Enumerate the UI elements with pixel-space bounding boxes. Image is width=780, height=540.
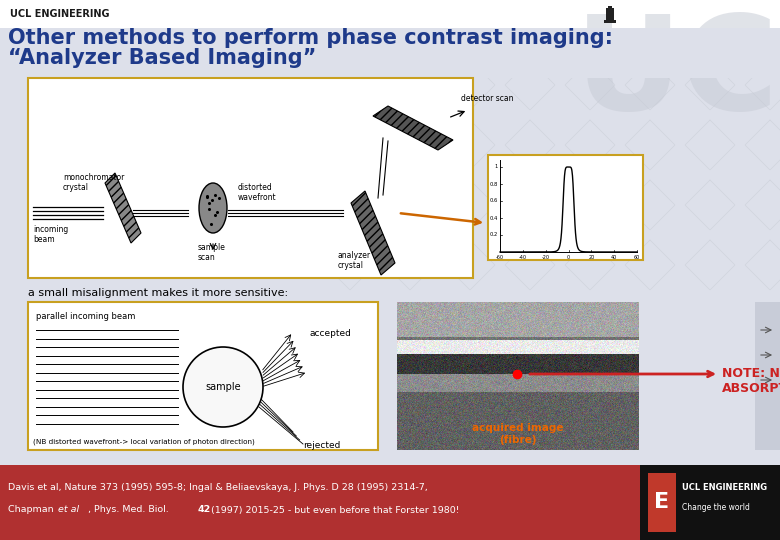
Text: 0: 0 (567, 255, 570, 260)
Bar (28, 78, 473, 278)
Bar (606, 8, 614, 20)
Text: -20: -20 (541, 255, 550, 260)
Text: 20: 20 (588, 255, 594, 260)
Bar (0, 0, 780, 28)
Text: E: E (654, 492, 669, 512)
Text: 0.2: 0.2 (490, 233, 498, 238)
Bar (608, 6, 612, 9)
Text: Other methods to perform phase contrast imaging:: Other methods to perform phase contrast … (8, 28, 613, 48)
Text: analyzer
crystal: analyzer crystal (338, 251, 371, 271)
Text: NOTE: NO
ABSORPTION: NOTE: NO ABSORPTION (722, 367, 780, 395)
Text: sample
scan: sample scan (198, 243, 226, 262)
Text: -60: -60 (496, 255, 504, 260)
Ellipse shape (199, 183, 227, 233)
Bar (755, 302, 780, 450)
Text: a small misalignment makes it more sensitive:: a small misalignment makes it more sensi… (28, 288, 288, 298)
Text: 0.8: 0.8 (490, 181, 498, 186)
Polygon shape (105, 173, 141, 243)
Text: 40: 40 (611, 255, 617, 260)
Text: detector scan: detector scan (461, 94, 513, 103)
Circle shape (183, 347, 263, 427)
Polygon shape (351, 191, 395, 275)
Text: 0.4: 0.4 (490, 215, 498, 220)
Text: distorted
wavefront: distorted wavefront (238, 183, 277, 202)
Text: UCL ENGINEERING: UCL ENGINEERING (10, 9, 109, 19)
Text: et al: et al (58, 505, 79, 515)
Text: 60: 60 (634, 255, 640, 260)
Bar (640, 465, 780, 540)
Text: rejected: rejected (303, 441, 340, 449)
Polygon shape (373, 106, 453, 150)
Text: ⚪: ⚪ (608, 19, 614, 25)
Text: Davis et al, Nature 373 (1995) 595-8; Ingal & Beliaevskaya, J. Phys. D 28 (1995): Davis et al, Nature 373 (1995) 595-8; In… (8, 483, 427, 491)
Text: 0.6: 0.6 (490, 199, 498, 204)
Text: parallel incoming beam: parallel incoming beam (36, 312, 136, 321)
Text: acquired image
(fibre): acquired image (fibre) (472, 423, 564, 445)
Text: -40: -40 (519, 255, 526, 260)
Text: sample: sample (205, 382, 241, 392)
Text: UCL: UCL (575, 10, 780, 137)
Bar (0, 28, 780, 78)
Text: monochromator
crystal: monochromator crystal (63, 173, 124, 192)
Bar (604, 20, 616, 23)
Text: (NB distorted wavefront-> local variation of photon direction): (NB distorted wavefront-> local variatio… (33, 438, 255, 445)
Bar (648, 473, 676, 532)
Bar (28, 302, 378, 450)
Text: (1997) 2015-25 - but even before that Forster 1980!: (1997) 2015-25 - but even before that Fo… (208, 505, 459, 515)
Text: Change the world: Change the world (682, 503, 750, 511)
Bar (0, 465, 640, 540)
Text: 42: 42 (198, 505, 211, 515)
Text: , Phys. Med. Biol.: , Phys. Med. Biol. (88, 505, 172, 515)
Bar (488, 155, 643, 260)
Text: “Analyzer Based Imaging”: “Analyzer Based Imaging” (8, 48, 317, 68)
Text: accepted: accepted (310, 329, 352, 339)
Text: 1: 1 (495, 165, 498, 170)
Text: UCL ENGINEERING: UCL ENGINEERING (682, 483, 767, 491)
Text: incoming
beam: incoming beam (33, 225, 69, 245)
Text: Chapman: Chapman (8, 505, 57, 515)
